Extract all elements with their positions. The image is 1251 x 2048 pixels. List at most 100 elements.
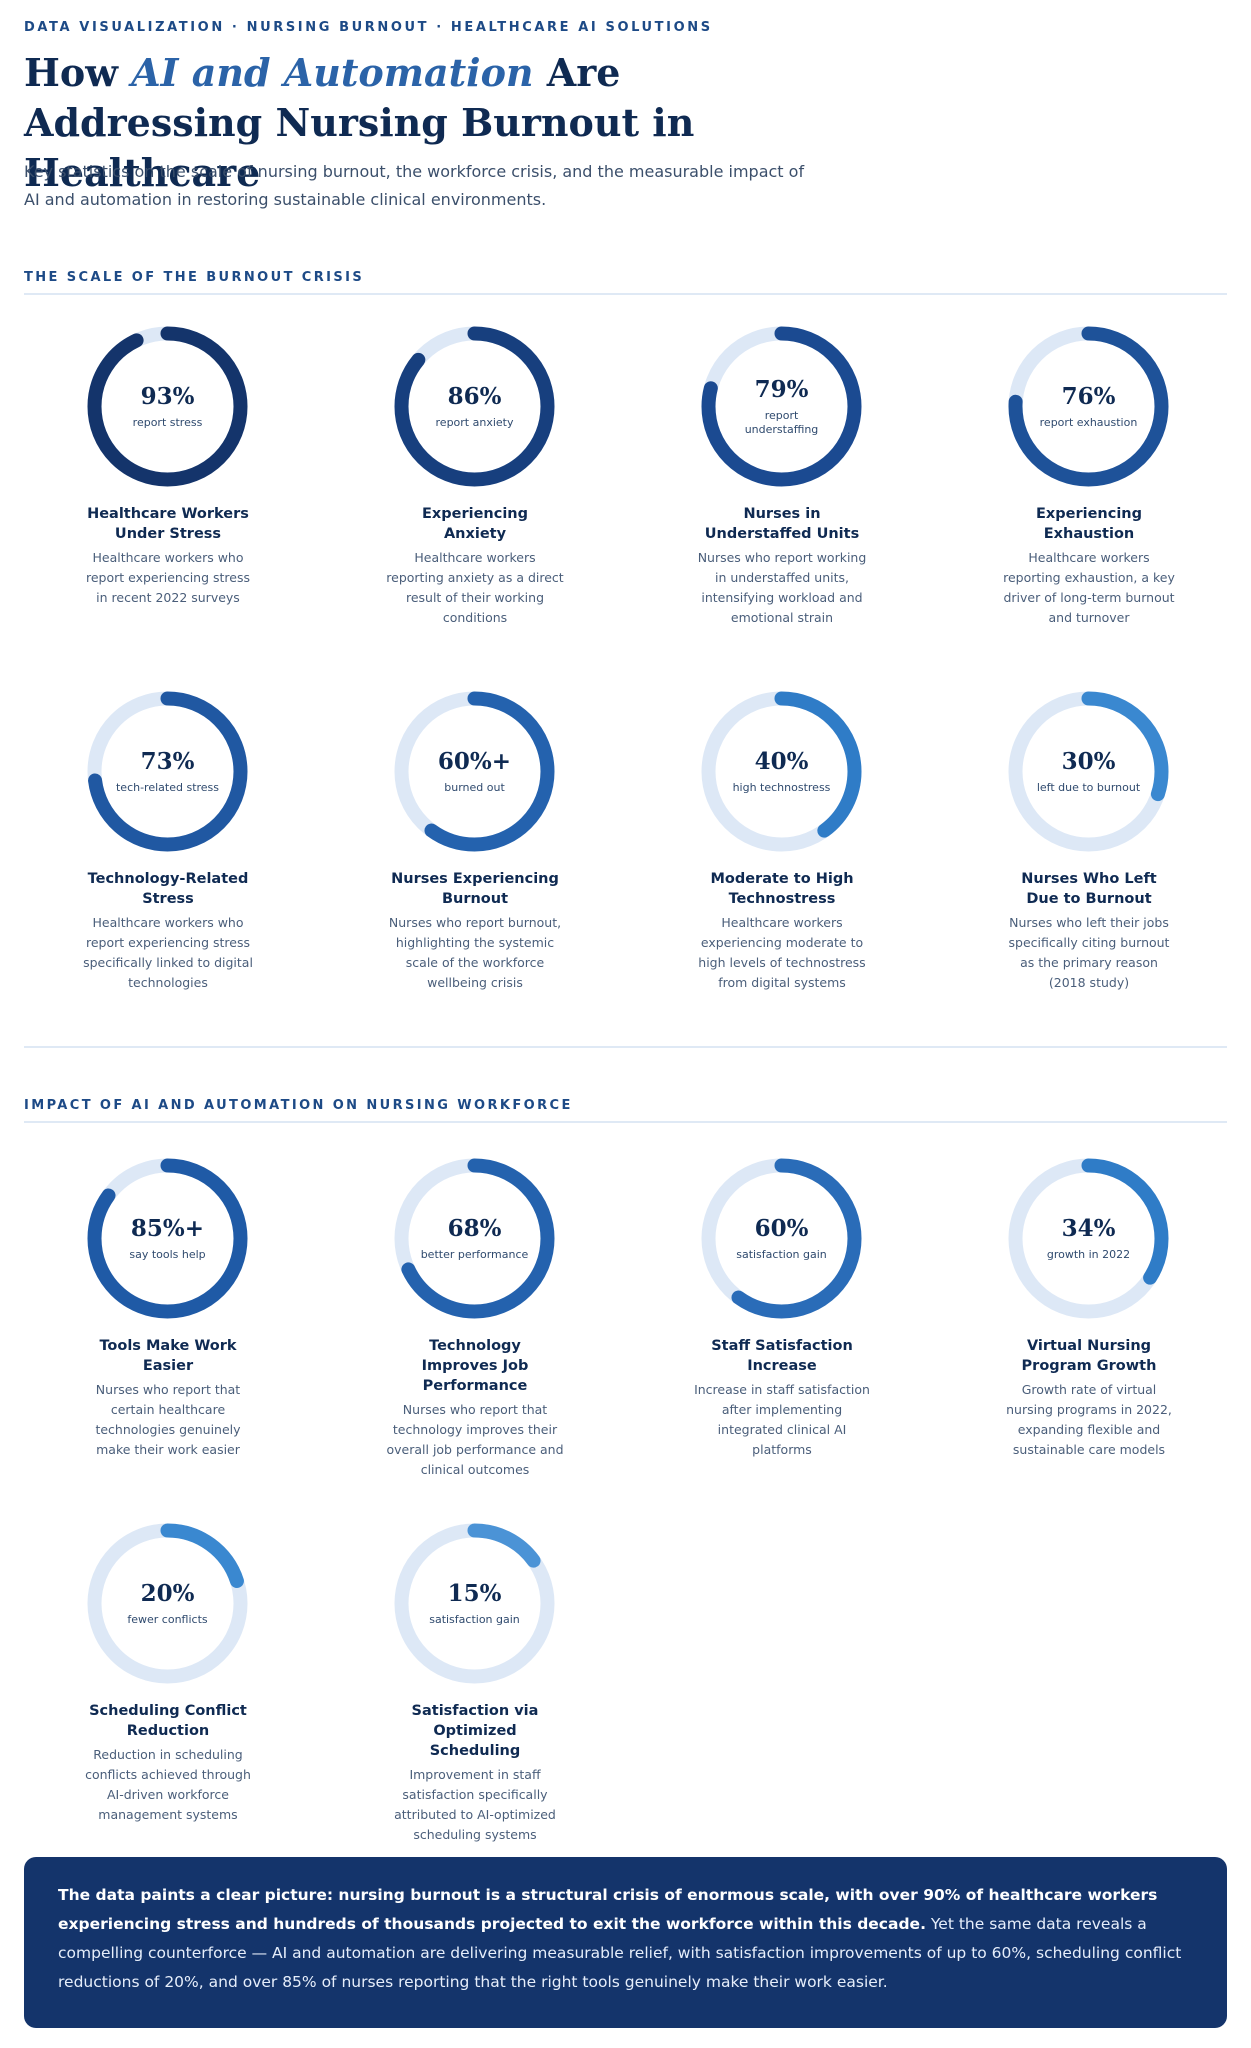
donut-value: 73% — [140, 748, 195, 775]
stat-description: Improvement in staff satisfaction specif… — [394, 1767, 556, 1842]
donut-chart: 60%+ burned out — [392, 689, 557, 854]
donut-svg — [394, 691, 555, 852]
stat-description: Nurses who report working in understaffe… — [697, 550, 867, 625]
donut-center: 30% left due to burnout — [1006, 689, 1171, 854]
stat-description: Nurses who report that certain healthcar… — [95, 1382, 241, 1457]
eyebrow: DATA VISUALIZATION · NURSING BURNOUT · H… — [24, 20, 713, 35]
stat-description: Growth rate of virtual nursing programs … — [1006, 1382, 1172, 1457]
donut-center: 15% satisfaction gain — [392, 1521, 557, 1686]
donut-svg — [87, 326, 248, 487]
donut-center: 60% satisfaction gain — [699, 1156, 864, 1321]
donut-arc — [1008, 326, 1169, 487]
summary-bold: The data paints a clear picture: nursing… — [58, 1886, 1158, 1933]
stat-title: Tools Make Work Easier — [99, 1338, 237, 1374]
donut-center: 60%+ burned out — [392, 689, 557, 854]
donut-label: burned out — [444, 781, 505, 794]
stat-title: Staff Satisfaction Increase — [711, 1338, 853, 1374]
donut-label: fewer conflicts — [127, 1613, 208, 1626]
donut-svg — [87, 691, 248, 852]
donut-center: 20% fewer conflicts — [85, 1521, 250, 1686]
donut-value: 76% — [1061, 383, 1116, 410]
donut-value: 40% — [754, 748, 809, 775]
donut-center: 68% better performance — [392, 1156, 557, 1321]
donut-label: report understaffing — [744, 409, 819, 436]
donut-value: 68% — [447, 1215, 502, 1242]
stat-title: Scheduling Conflict Reduction — [89, 1703, 247, 1739]
stat-description: Nurses who left their jobs specifically … — [1008, 915, 1170, 990]
donut-value: 85%+ — [130, 1215, 205, 1242]
donut-label: tech-related stress — [115, 781, 220, 794]
donut-chart: 86% report anxiety — [392, 324, 557, 489]
stat-description: Increase in staff satisfaction after imp… — [694, 1382, 870, 1457]
section-divider — [24, 293, 1227, 295]
donut-label: report anxiety — [435, 416, 514, 429]
title-suffix: Are Addressing Nursing Burnout in Health… — [24, 50, 695, 195]
page-title: How AI and Automation Are Addressing Nur… — [24, 48, 844, 198]
donut-svg — [1008, 691, 1169, 852]
stat-title: Technology Improves Job Performance — [421, 1338, 529, 1394]
stat-title: Healthcare Workers Under Stress — [87, 506, 249, 542]
donut-label: report exhaustion — [1039, 416, 1138, 429]
donut-svg — [701, 1158, 862, 1319]
donut-svg — [394, 326, 555, 487]
donut-chart: 60% satisfaction gain — [699, 1156, 864, 1321]
donut-chart: 34% growth in 2022 — [1006, 1156, 1171, 1321]
donut-label: left due to burnout — [1036, 781, 1141, 794]
stat-title: Technology-Related Stress — [87, 871, 249, 907]
summary-panel: The data paints a clear picture: nursing… — [24, 1857, 1227, 2028]
donut-center: 73% tech-related stress — [85, 689, 250, 854]
donut-chart: 93% report stress — [85, 324, 250, 489]
donut-value: 79% — [754, 376, 809, 403]
donut-value: 60%+ — [437, 748, 512, 775]
stat-title: Virtual Nursing Program Growth — [1021, 1338, 1157, 1374]
donut-arc — [701, 691, 862, 852]
donut-svg — [394, 1158, 555, 1319]
donut-center: 85%+ say tools help — [85, 1156, 250, 1321]
stat-description: Healthcare workers reporting anxiety as … — [386, 550, 564, 625]
donut-label: report stress — [132, 416, 203, 429]
donut-label: say tools help — [129, 1248, 206, 1261]
donut-chart: 85%+ say tools help — [85, 1156, 250, 1321]
donut-chart: 30% left due to burnout — [1006, 689, 1171, 854]
donut-arc — [87, 691, 248, 852]
donut-svg — [1008, 326, 1169, 487]
donut-chart: 79% report understaffing — [699, 324, 864, 489]
donut-center: 34% growth in 2022 — [1006, 1156, 1171, 1321]
donut-label: growth in 2022 — [1046, 1248, 1131, 1261]
donut-svg — [701, 326, 862, 487]
donut-label: better performance — [420, 1248, 529, 1261]
donut-chart: 20% fewer conflicts — [85, 1521, 250, 1686]
donut-arc — [394, 691, 555, 852]
stat-title: Moderate to High Technostress — [710, 871, 854, 907]
donut-arc — [394, 1158, 555, 1319]
title-prefix: How — [24, 50, 132, 95]
donut-center: 79% report understaffing — [699, 324, 864, 489]
section-divider — [24, 1046, 1227, 1048]
donut-chart: 15% satisfaction gain — [392, 1521, 557, 1686]
stat-description: Nurses who report burnout, highlighting … — [388, 915, 562, 990]
donut-arc — [87, 1158, 248, 1319]
donut-svg — [87, 1523, 248, 1684]
donut-svg — [1008, 1158, 1169, 1319]
stat-title: Satisfaction via Optimized Scheduling — [411, 1703, 539, 1759]
donut-value: 34% — [1061, 1215, 1116, 1242]
donut-center: 93% report stress — [85, 324, 250, 489]
donut-svg — [87, 1158, 248, 1319]
donut-value: 15% — [447, 1580, 502, 1607]
donut-value: 86% — [447, 383, 502, 410]
donut-value: 30% — [1061, 748, 1116, 775]
donut-arc — [87, 1523, 248, 1684]
donut-center: 86% report anxiety — [392, 324, 557, 489]
donut-chart: 40% high technostress — [699, 689, 864, 854]
donut-arc — [394, 326, 555, 487]
stat-title: Experiencing Exhaustion — [1035, 506, 1143, 542]
donut-arc — [701, 326, 862, 487]
stat-description: Reduction in scheduling conflicts achiev… — [85, 1747, 251, 1822]
section-title-crisis: THE SCALE OF THE BURNOUT CRISIS — [24, 270, 365, 285]
donut-label: satisfaction gain — [429, 1613, 520, 1626]
donut-arc — [394, 1523, 555, 1684]
donut-chart: 68% better performance — [392, 1156, 557, 1321]
stat-description: Healthcare workers reporting exhaustion,… — [1003, 550, 1175, 625]
donut-arc — [701, 1158, 862, 1319]
section-divider — [24, 1121, 1227, 1123]
